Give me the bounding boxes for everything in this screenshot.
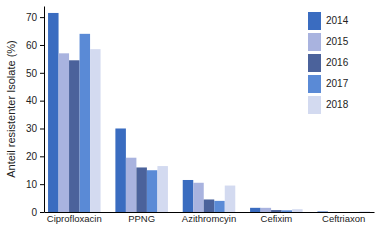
y-tick-label: 30	[26, 123, 38, 134]
y-axis-line	[44, 7, 45, 213]
x-tick-label: Cefixim	[261, 213, 293, 224]
legend-label: 2015	[326, 36, 349, 47]
chart: 0 10 20 30 40 50 60 70 Ciprofloxacin PPNG Azithrom…	[0, 0, 380, 230]
legend-swatch	[308, 12, 321, 30]
x-tick-label: Ciprofloxacin	[47, 213, 102, 224]
x-tick-label: Ceftriaxon	[322, 213, 365, 224]
y-tick: 50	[26, 68, 44, 79]
bar	[250, 208, 261, 212]
legend-label: 2014	[326, 15, 349, 26]
x-tick: Ceftriaxon	[322, 212, 365, 224]
y-tick: 40	[26, 95, 44, 106]
legend-label: 2018	[326, 99, 349, 110]
plot: 0 10 20 30 40 50 60 70 Ciprofloxacin PPNG Azithrom…	[26, 7, 375, 224]
legend-item: 2017	[308, 75, 349, 93]
bars	[48, 13, 370, 212]
legend-swatch	[308, 96, 321, 114]
y-tick-label: 20	[26, 151, 38, 162]
legend-item: 2015	[308, 33, 349, 51]
y-tick-mark	[40, 184, 44, 185]
legend-swatch	[308, 75, 321, 93]
y-tick: 20	[26, 151, 44, 162]
y-tick-label: 70	[26, 12, 38, 23]
bar	[136, 167, 147, 212]
x-axis: Ciprofloxacin PPNG Azithromcyin Cefixim Ceft…	[45, 212, 375, 224]
y-axis-title: Anteil resistenter Isolate (%)	[5, 40, 17, 178]
legend: 2014 2015 2016 2017 2018	[308, 12, 349, 114]
y-tick: 0	[31, 207, 44, 218]
y-tick-label: 50	[26, 68, 38, 79]
y-tick-mark	[40, 73, 44, 74]
y-tick-label: 40	[26, 95, 38, 106]
legend-item: 2014	[308, 12, 349, 30]
bar	[80, 34, 91, 212]
bar	[115, 128, 126, 212]
y-tick-label: 60	[26, 40, 38, 51]
y-tick: 60	[26, 40, 44, 51]
y-axis: 0 10 20 30 40 50 60 70	[26, 7, 45, 218]
legend-label: 2017	[326, 78, 349, 89]
x-tick: Cefixim	[261, 212, 293, 224]
x-tick: Ciprofloxacin	[47, 212, 102, 224]
bar	[282, 210, 293, 212]
y-tick-label: 0	[31, 207, 37, 218]
bar	[126, 158, 137, 212]
bar	[225, 186, 236, 212]
legend-swatch	[308, 33, 321, 51]
bar	[157, 166, 168, 212]
y-tick-mark	[40, 128, 44, 129]
bar	[204, 199, 215, 212]
bar	[193, 183, 204, 212]
y-tick-mark	[40, 17, 44, 18]
legend-item: 2016	[308, 54, 349, 72]
y-tick: 10	[26, 179, 44, 190]
bar	[48, 13, 59, 212]
y-tick: 30	[26, 123, 44, 134]
bar	[292, 209, 303, 212]
bar	[59, 53, 70, 212]
y-tick-mark	[40, 101, 44, 102]
y-tick-label: 10	[26, 179, 38, 190]
y-tick: 70	[26, 12, 44, 23]
bar	[147, 170, 158, 212]
bar	[214, 201, 225, 212]
y-tick-mark	[40, 212, 44, 213]
legend-label: 2016	[326, 57, 349, 68]
legend-item: 2018	[308, 96, 349, 114]
legend-swatch	[308, 54, 321, 72]
bar	[183, 180, 194, 212]
x-tick-label: Azithromcyin	[182, 213, 236, 224]
bar	[271, 210, 282, 212]
x-tick: Azithromcyin	[182, 212, 236, 224]
bar	[69, 60, 80, 212]
x-tick-label: PPNG	[128, 213, 155, 224]
x-tick: PPNG	[128, 212, 155, 224]
y-tick-mark	[40, 156, 44, 157]
y-tick-mark	[40, 45, 44, 46]
bar	[261, 208, 272, 212]
bar	[90, 49, 101, 212]
